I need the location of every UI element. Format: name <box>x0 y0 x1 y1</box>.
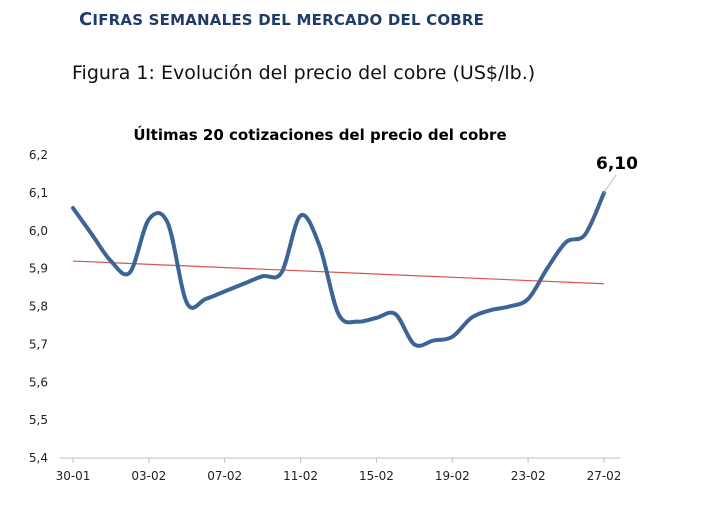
annotation-leader-line <box>603 174 617 194</box>
x-tick-label: 11-02 <box>283 469 318 483</box>
figure-caption: Figura 1: Evolución del precio del cobre… <box>72 62 536 84</box>
y-tick-label: 6,0 <box>29 224 48 238</box>
x-tick-label: 27-02 <box>587 469 622 483</box>
x-tick-label: 03-02 <box>131 469 166 483</box>
x-tick-label: 15-02 <box>359 469 394 483</box>
y-tick-label: 6,1 <box>29 186 48 200</box>
y-tick-label: 5,9 <box>29 262 48 276</box>
section-title-initial: C <box>79 9 93 30</box>
section-title-rest: IFRAS SEMANALES DEL MERCADO DEL COBRE <box>92 11 485 29</box>
y-tick-label: 5,7 <box>29 337 48 351</box>
trend-line <box>72 260 605 285</box>
y-tick-label: 5,6 <box>29 375 48 389</box>
x-tick-label: 19-02 <box>435 469 470 483</box>
y-tick-label: 5,8 <box>29 300 48 314</box>
price-series-line <box>71 190 606 348</box>
x-tick-label: 23-02 <box>511 469 546 483</box>
x-tick-label: 07-02 <box>207 469 242 483</box>
section-title: CIFRAS SEMANALES DEL MERCADO DEL COBRE <box>79 9 484 30</box>
x-tick-label: 30-01 <box>56 469 91 483</box>
chart-title: Últimas 20 cotizaciones del precio del c… <box>133 125 506 144</box>
y-tick-label: 5,4 <box>29 451 48 465</box>
y-tick-label: 6,2 <box>29 148 48 162</box>
last-value-label: 6,10 <box>596 154 638 174</box>
y-tick-label: 5,5 <box>29 413 48 427</box>
